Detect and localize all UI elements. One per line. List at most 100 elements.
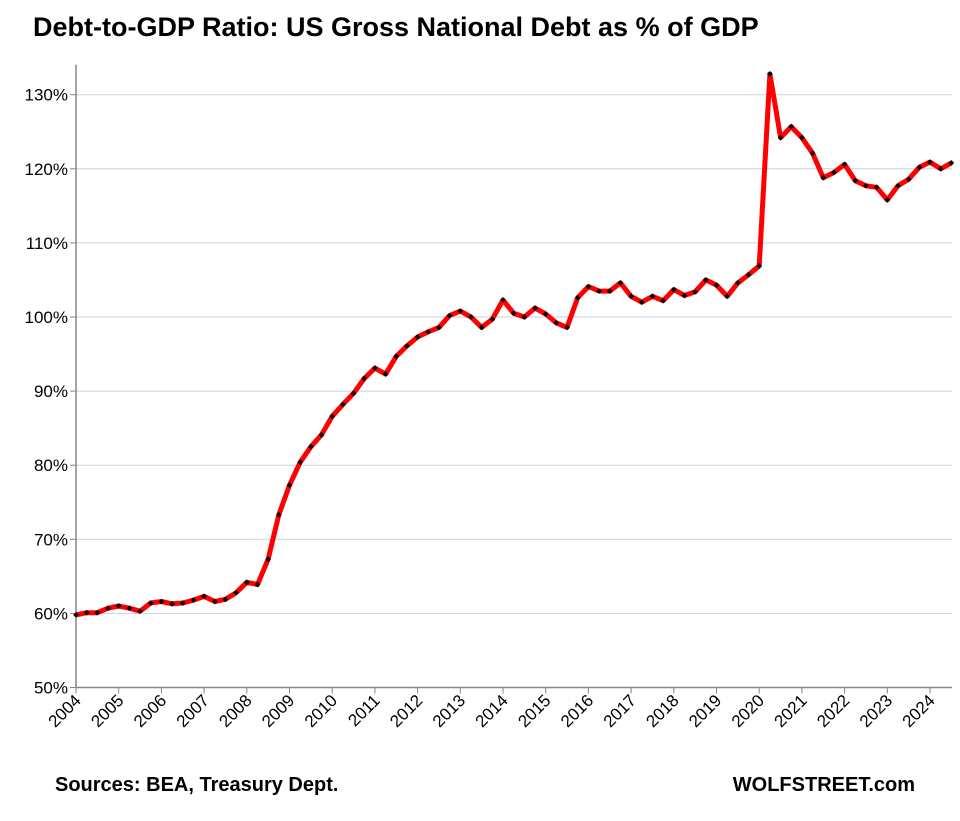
data-point [105,605,111,612]
data-point [233,589,239,596]
data-point [425,328,432,335]
data-point [414,334,421,340]
data-point [916,164,923,171]
data-point [169,600,175,607]
data-point [660,297,666,304]
data-point [617,280,624,286]
data-point [468,314,474,320]
data-point [937,165,944,172]
x-tick-label: 2014 [472,691,512,731]
data-point [863,183,869,189]
data-point [436,324,442,331]
data-point [596,288,602,294]
x-tick-label: 2016 [557,691,597,731]
y-tick-label: 110% [26,234,68,253]
data-point [318,431,325,438]
data-point [350,390,357,397]
y-tick-label: 130% [25,86,68,105]
data-point [713,282,720,288]
data-point [681,292,688,299]
data-point [895,183,901,189]
data-point [574,294,581,301]
data-point [190,597,197,603]
x-tick-label: 2005 [87,691,127,731]
data-point [670,286,677,293]
x-tick-label: 2008 [215,691,255,731]
data-point [393,353,400,360]
x-tick-label: 2024 [899,691,939,731]
data-point [628,293,634,300]
data-point [275,512,282,518]
x-tick-label: 2019 [685,691,725,731]
data-point [799,134,805,141]
data-point [777,134,784,141]
data-point [831,169,837,176]
data-point [692,288,698,295]
data-point [446,312,453,319]
x-tick-label: 2006 [130,691,170,731]
data-point [201,593,207,600]
data-point [286,482,293,489]
data-point [329,413,336,420]
y-tick-label: 90% [34,382,68,401]
chart-title: Debt-to-GDP Ratio: US Gross National Deb… [33,12,759,42]
data-point [873,184,880,191]
data-point [585,283,592,290]
data-point [852,177,859,184]
brand-label: WOLFSTREET.com [732,774,915,796]
data-point [553,320,560,326]
data-point [94,609,101,616]
sources-note: Sources: BEA, Treasury Dept. [55,774,339,796]
data-point [638,299,645,306]
gridlines [70,94,952,688]
data-point [948,160,955,166]
x-tick-label: 2011 [344,691,383,730]
y-tick-label: 70% [34,530,68,549]
data-point [222,596,229,603]
x-tick-label: 2012 [386,691,426,731]
data-point [83,609,90,616]
data-point [927,159,933,165]
data-point [489,316,496,323]
data-point [500,297,506,303]
data-point [564,324,570,331]
data-point [158,598,165,605]
data-point [606,288,613,294]
data-point [905,176,912,183]
y-tick-label: 50% [34,679,68,698]
data-point [457,308,464,314]
x-tick-label: 2010 [301,691,341,731]
data-point [724,293,731,300]
data-point [478,324,485,331]
series-line [73,71,955,618]
x-tick-label: 2009 [258,691,298,731]
data-point [510,310,517,317]
data-point [735,280,741,286]
data-point [404,343,410,349]
y-tick-label: 80% [34,456,68,475]
data-point [147,600,154,606]
y-tick-label: 60% [34,604,68,623]
data-point [702,277,709,283]
x-tick-label: 2017 [600,691,640,731]
data-point [254,581,261,588]
x-tick-label: 2021 [771,691,811,731]
x-tick-label: 2007 [173,691,213,731]
data-point [809,150,816,157]
series-line-path [75,71,953,618]
data-point [211,598,218,605]
data-point [521,314,528,320]
x-tick-label: 2018 [642,691,682,731]
data-point [649,293,656,300]
data-point [756,263,763,269]
data-point [382,371,389,377]
x-tick-label: 2015 [514,691,554,731]
x-tick-label: 2013 [429,691,469,731]
data-point [820,174,827,181]
data-point [767,71,773,77]
y-axis-tick-labels: 50% 60% 70% 80% 90% 100% 110% 120% 130% [25,86,68,698]
data-point [532,305,538,311]
data-point [126,605,133,612]
data-point [265,556,271,563]
